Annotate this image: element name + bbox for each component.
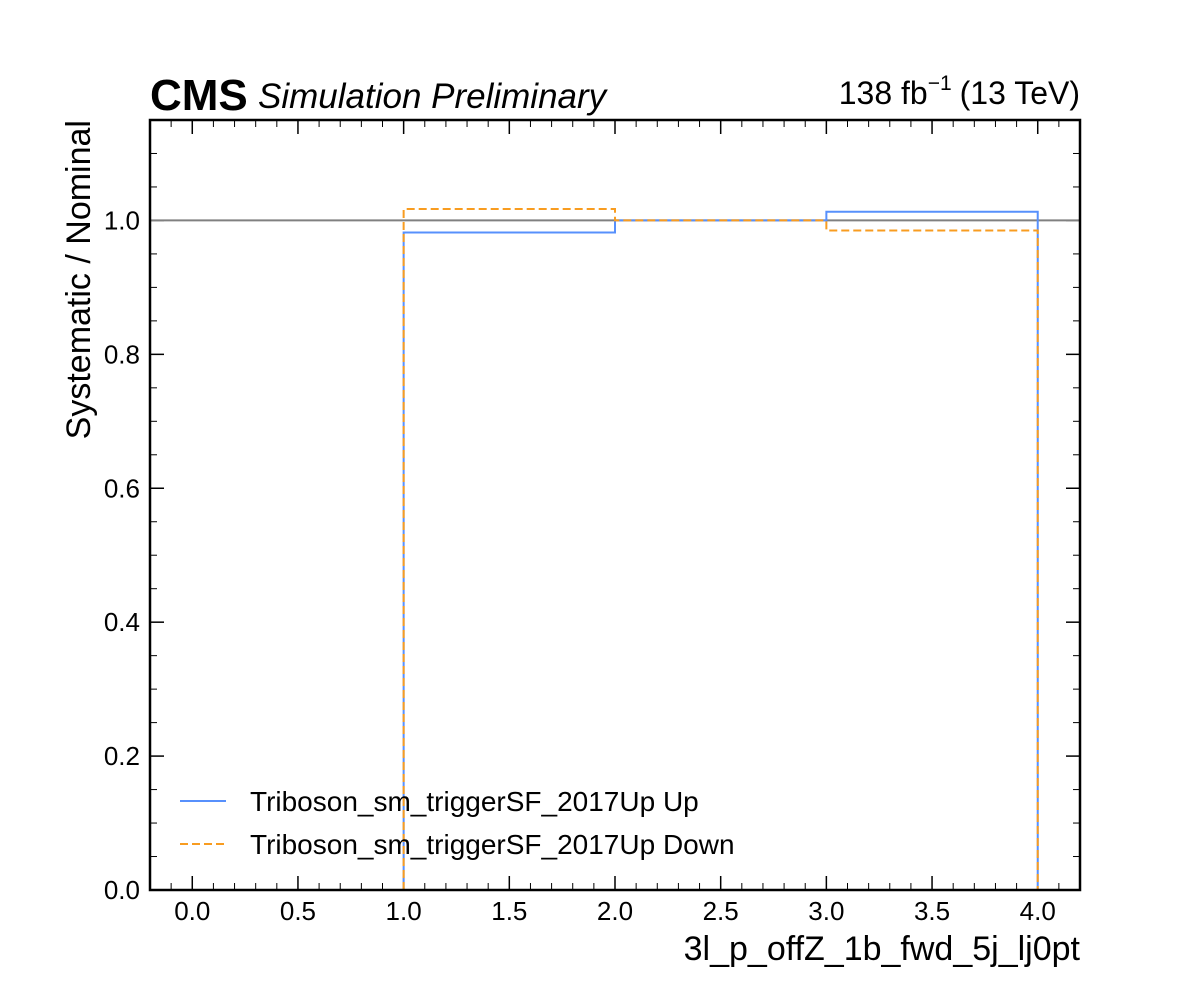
luminosity-value: 138 fb [839,75,928,111]
y-tick-label: 0.2 [104,741,140,771]
x-tick-label: 4.0 [1020,896,1056,926]
y-tick-labels: 0.0 0.2 0.4 0.6 0.8 1.0 [104,205,140,905]
luminosity-label: 138 fb−1 (13 TeV) [839,72,1080,111]
legend-label-1: Triboson_sm_triggerSF_2017Up Down [250,829,735,860]
luminosity-energy: (13 TeV) [960,75,1080,111]
y-axis-label: Systematic / Nominal [60,120,98,439]
x-tick-label: 1.5 [491,896,527,926]
plot-frame [148,118,1082,892]
x-tick-label: 0.5 [280,896,316,926]
x-tick-label: 2.0 [597,896,633,926]
y-tick-label: 0.4 [104,607,140,637]
x-tick-label: 3.5 [914,896,950,926]
y-tick-label: 0.6 [104,473,140,503]
luminosity-exponent: −1 [928,72,952,95]
cms-label: CMS [150,71,248,120]
x-tick-label: 2.5 [703,896,739,926]
x-tick-label: 1.0 [386,896,422,926]
y-tick-label: 0.0 [104,875,140,905]
axis-ticks [150,120,1081,891]
series-group [402,208,1039,890]
x-tick-labels: 0.0 0.5 1.0 1.5 2.0 2.5 3.0 3.5 4.0 [174,896,1056,926]
legend: Triboson_sm_triggerSF_2017Up Up Triboson_… [180,786,735,860]
x-axis-label: 3l_p_offZ_1b_fwd_5j_lj0pt [684,930,1081,968]
series-line-1 [402,208,1039,890]
x-tick-label: 3.0 [808,896,844,926]
y-tick-label: 0.8 [104,339,140,369]
legend-label-0: Triboson_sm_triggerSF_2017Up Up [250,786,699,817]
simulation-preliminary-label: Simulation Preliminary [258,77,609,116]
y-tick-label: 1.0 [104,205,140,235]
x-tick-label: 0.0 [174,896,210,926]
